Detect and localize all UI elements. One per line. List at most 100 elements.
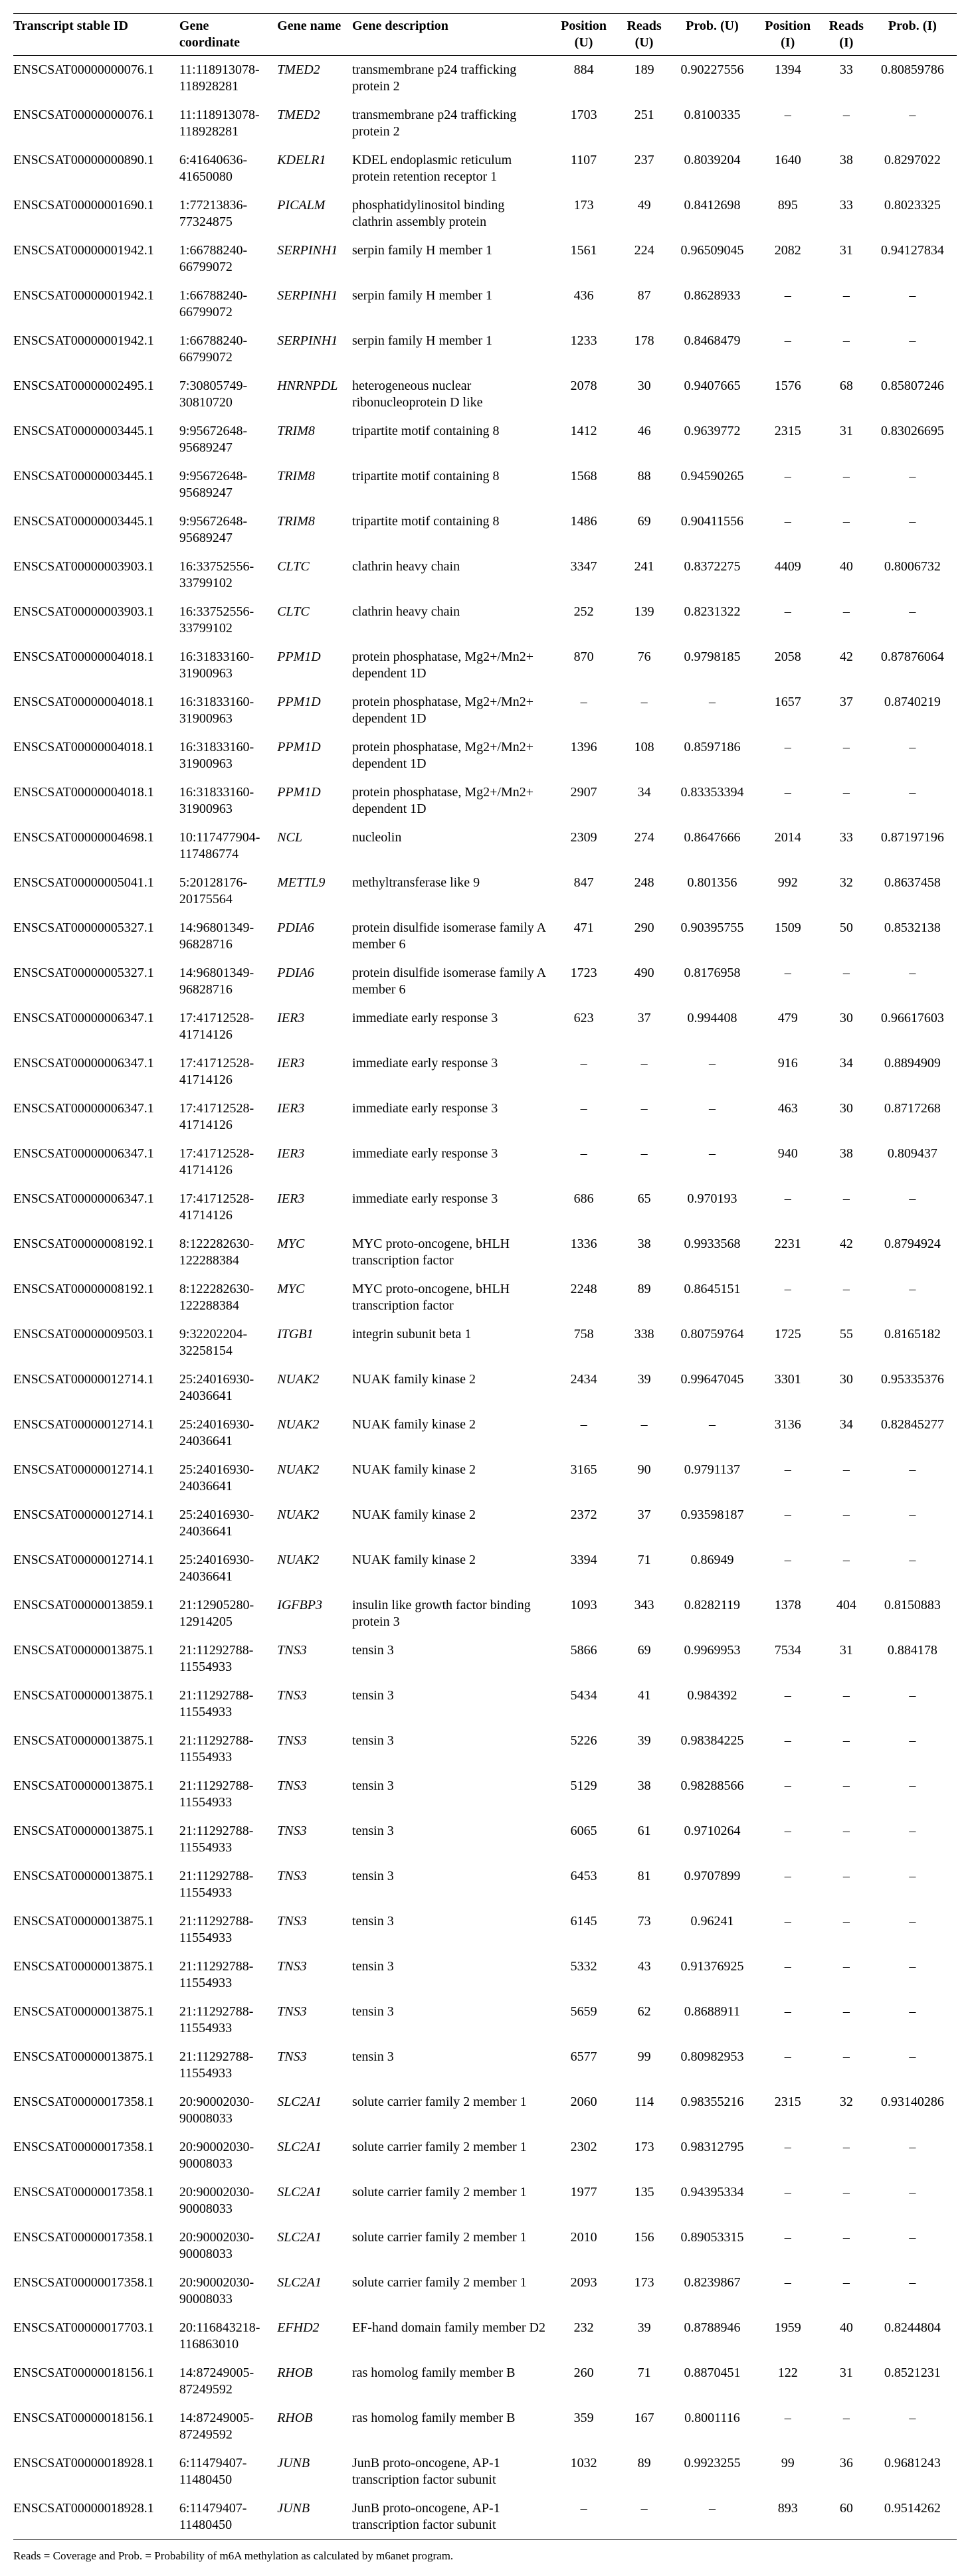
table-row: ENSCSAT00000018928.16:11479407-11480450J… [13, 2449, 957, 2494]
cell: ras homolog family member B [352, 2404, 552, 2449]
cell: ENSCSAT00000000890.1 [13, 146, 179, 191]
cell: 21:11292788-11554933 [179, 2043, 277, 2088]
cell: PPM1D [277, 733, 352, 778]
cell: 0.9407665 [673, 372, 756, 417]
cell: 1093 [552, 1591, 620, 1636]
cell: – [621, 688, 674, 733]
table-row: ENSCSAT00000013875.121:11292788-11554933… [13, 1998, 957, 2043]
cell: 40 [824, 2314, 874, 2359]
cell: – [874, 1817, 957, 1862]
cell: 30 [824, 1365, 874, 1411]
table-row: ENSCSAT00000017358.120:90002030-90008033… [13, 2269, 957, 2314]
table-row: ENSCSAT00000017358.120:90002030-90008033… [13, 2133, 957, 2178]
cell: 1233 [552, 327, 620, 372]
cell: 0.90227556 [673, 56, 756, 102]
col-gene-name: Gene name [277, 14, 352, 56]
cell: 25:24016930-24036641 [179, 1365, 277, 1411]
cell: CLTC [277, 598, 352, 643]
cell: 31 [824, 236, 874, 282]
cell: ENSCSAT00000006347.1 [13, 1094, 179, 1140]
table-body: ENSCSAT00000000076.111:118913078-1189282… [13, 56, 957, 2540]
cell: – [552, 1094, 620, 1140]
cell: 471 [552, 914, 620, 959]
table-row: ENSCSAT00000003903.116:33752556-33799102… [13, 598, 957, 643]
transcript-table: Transcript stable ID Gene coordinate Gen… [13, 13, 957, 2540]
cell: 0.8006732 [874, 553, 957, 598]
cell: 0.83026695 [874, 417, 957, 462]
cell: 0.98384225 [673, 1727, 756, 1772]
cell: 0.8244804 [874, 2314, 957, 2359]
cell: solute carrier family 2 member 1 [352, 2178, 552, 2223]
cell: 20:90002030-90008033 [179, 2269, 277, 2314]
cell: integrin subunit beta 1 [352, 1320, 552, 1365]
cell: ENSCSAT00000013875.1 [13, 1727, 179, 1772]
cell: – [874, 2178, 957, 2223]
cell: ENSCSAT00000018156.1 [13, 2404, 179, 2449]
cell: 0.8794924 [874, 1230, 957, 1275]
cell: – [824, 282, 874, 327]
cell: – [824, 1817, 874, 1862]
cell: 0.8231322 [673, 598, 756, 643]
cell: ENSCSAT00000002495.1 [13, 372, 179, 417]
cell: 38 [621, 1230, 674, 1275]
col-prob-u: Prob. (U) [673, 14, 756, 56]
cell: 0.8468479 [673, 327, 756, 372]
cell: 16:31833160-31900963 [179, 733, 277, 778]
cell: 1394 [757, 56, 824, 102]
cell: KDELR1 [277, 146, 352, 191]
cell: – [874, 101, 957, 146]
cell: SERPINH1 [277, 236, 352, 282]
cell: ENSCSAT00000013875.1 [13, 1907, 179, 1952]
cell: 252 [552, 598, 620, 643]
cell: 38 [824, 146, 874, 191]
cell: EF-hand domain family member D2 [352, 2314, 552, 2359]
cell: TRIM8 [277, 462, 352, 507]
cell: 0.9710264 [673, 1817, 756, 1862]
cell: clathrin heavy chain [352, 553, 552, 598]
cell: 0.994408 [673, 1004, 756, 1049]
cell: TNS3 [277, 1862, 352, 1907]
cell: tensin 3 [352, 1817, 552, 1862]
cell: NUAK2 [277, 1365, 352, 1411]
table-row: ENSCSAT00000001942.11:66788240-66799072S… [13, 327, 957, 372]
cell: 0.9707899 [673, 1862, 756, 1907]
cell: SLC2A1 [277, 2269, 352, 2314]
cell: TNS3 [277, 1636, 352, 1681]
cell: TMED2 [277, 101, 352, 146]
cell: serpin family H member 1 [352, 236, 552, 282]
cell: 0.87197196 [874, 823, 957, 869]
cell: 21:11292788-11554933 [179, 1727, 277, 1772]
cell: 1568 [552, 462, 620, 507]
cell: 758 [552, 1320, 620, 1365]
cell: TNS3 [277, 1727, 352, 1772]
col-prob-i: Prob. (I) [874, 14, 957, 56]
cell: solute carrier family 2 member 1 [352, 2223, 552, 2269]
cell: – [874, 1456, 957, 1501]
cell: 50 [824, 914, 874, 959]
cell: SLC2A1 [277, 2133, 352, 2178]
cell: 0.8282119 [673, 1591, 756, 1636]
cell: ENSCSAT00000013875.1 [13, 1636, 179, 1681]
table-row: ENSCSAT00000018156.114:87249005-87249592… [13, 2404, 957, 2449]
cell: SERPINH1 [277, 282, 352, 327]
cell: 8:122282630-122288384 [179, 1275, 277, 1320]
cell: 5434 [552, 1681, 620, 1727]
cell: ENSCSAT00000018928.1 [13, 2449, 179, 2494]
cell: 0.8717268 [874, 1094, 957, 1140]
cell: ENSCSAT00000018156.1 [13, 2359, 179, 2404]
cell: 139 [621, 598, 674, 643]
table-row: ENSCSAT00000017358.120:90002030-90008033… [13, 2088, 957, 2133]
table-row: ENSCSAT00000017358.120:90002030-90008033… [13, 2178, 957, 2223]
cell: 49 [621, 191, 674, 236]
cell: TNS3 [277, 1772, 352, 1817]
cell: ENSCSAT00000003445.1 [13, 462, 179, 507]
cell: – [824, 1998, 874, 2043]
cell: ENSCSAT00000008192.1 [13, 1275, 179, 1320]
cell: 71 [621, 2359, 674, 2404]
cell: 60 [824, 2494, 874, 2540]
cell: protein phosphatase, Mg2+/Mn2+ dependent… [352, 778, 552, 823]
cell: ENSCSAT00000013875.1 [13, 2043, 179, 2088]
cell: HNRNPDL [277, 372, 352, 417]
cell: 1723 [552, 959, 620, 1004]
cell: 0.970193 [673, 1185, 756, 1230]
